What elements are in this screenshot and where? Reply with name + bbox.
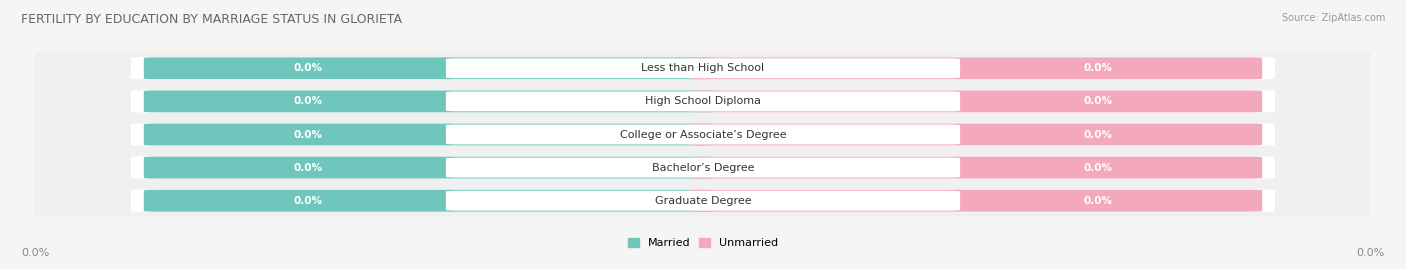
FancyBboxPatch shape <box>446 191 960 211</box>
Text: High School Diploma: High School Diploma <box>645 96 761 107</box>
Text: Less than High School: Less than High School <box>641 63 765 73</box>
FancyBboxPatch shape <box>131 123 1275 146</box>
FancyBboxPatch shape <box>143 123 716 146</box>
Text: 0.0%: 0.0% <box>1357 248 1385 258</box>
FancyBboxPatch shape <box>143 157 716 179</box>
FancyBboxPatch shape <box>446 58 960 78</box>
Text: 0.0%: 0.0% <box>1084 162 1112 173</box>
Text: 0.0%: 0.0% <box>294 162 322 173</box>
FancyBboxPatch shape <box>35 85 1371 118</box>
FancyBboxPatch shape <box>690 123 1263 146</box>
Text: Graduate Degree: Graduate Degree <box>655 196 751 206</box>
Text: 0.0%: 0.0% <box>294 196 322 206</box>
Text: College or Associate’s Degree: College or Associate’s Degree <box>620 129 786 140</box>
FancyBboxPatch shape <box>143 190 716 212</box>
Text: 0.0%: 0.0% <box>21 248 49 258</box>
FancyBboxPatch shape <box>35 118 1371 151</box>
FancyBboxPatch shape <box>35 52 1371 85</box>
FancyBboxPatch shape <box>446 125 960 144</box>
FancyBboxPatch shape <box>143 90 716 112</box>
FancyBboxPatch shape <box>131 189 1275 212</box>
Legend: Married, Unmarried: Married, Unmarried <box>623 233 783 253</box>
Text: 0.0%: 0.0% <box>294 129 322 140</box>
Text: 0.0%: 0.0% <box>1084 63 1112 73</box>
FancyBboxPatch shape <box>446 91 960 111</box>
FancyBboxPatch shape <box>131 156 1275 179</box>
Text: FERTILITY BY EDUCATION BY MARRIAGE STATUS IN GLORIETA: FERTILITY BY EDUCATION BY MARRIAGE STATU… <box>21 13 402 26</box>
FancyBboxPatch shape <box>35 151 1371 184</box>
FancyBboxPatch shape <box>690 157 1263 179</box>
FancyBboxPatch shape <box>690 90 1263 112</box>
Text: 0.0%: 0.0% <box>294 96 322 107</box>
Text: 0.0%: 0.0% <box>1084 196 1112 206</box>
FancyBboxPatch shape <box>446 158 960 178</box>
FancyBboxPatch shape <box>131 90 1275 113</box>
FancyBboxPatch shape <box>35 184 1371 217</box>
FancyBboxPatch shape <box>690 190 1263 212</box>
Text: Source: ZipAtlas.com: Source: ZipAtlas.com <box>1281 13 1385 23</box>
FancyBboxPatch shape <box>131 57 1275 80</box>
Text: 0.0%: 0.0% <box>294 63 322 73</box>
Text: 0.0%: 0.0% <box>1084 129 1112 140</box>
FancyBboxPatch shape <box>143 57 716 79</box>
Text: 0.0%: 0.0% <box>1084 96 1112 107</box>
FancyBboxPatch shape <box>690 57 1263 79</box>
Text: Bachelor’s Degree: Bachelor’s Degree <box>652 162 754 173</box>
